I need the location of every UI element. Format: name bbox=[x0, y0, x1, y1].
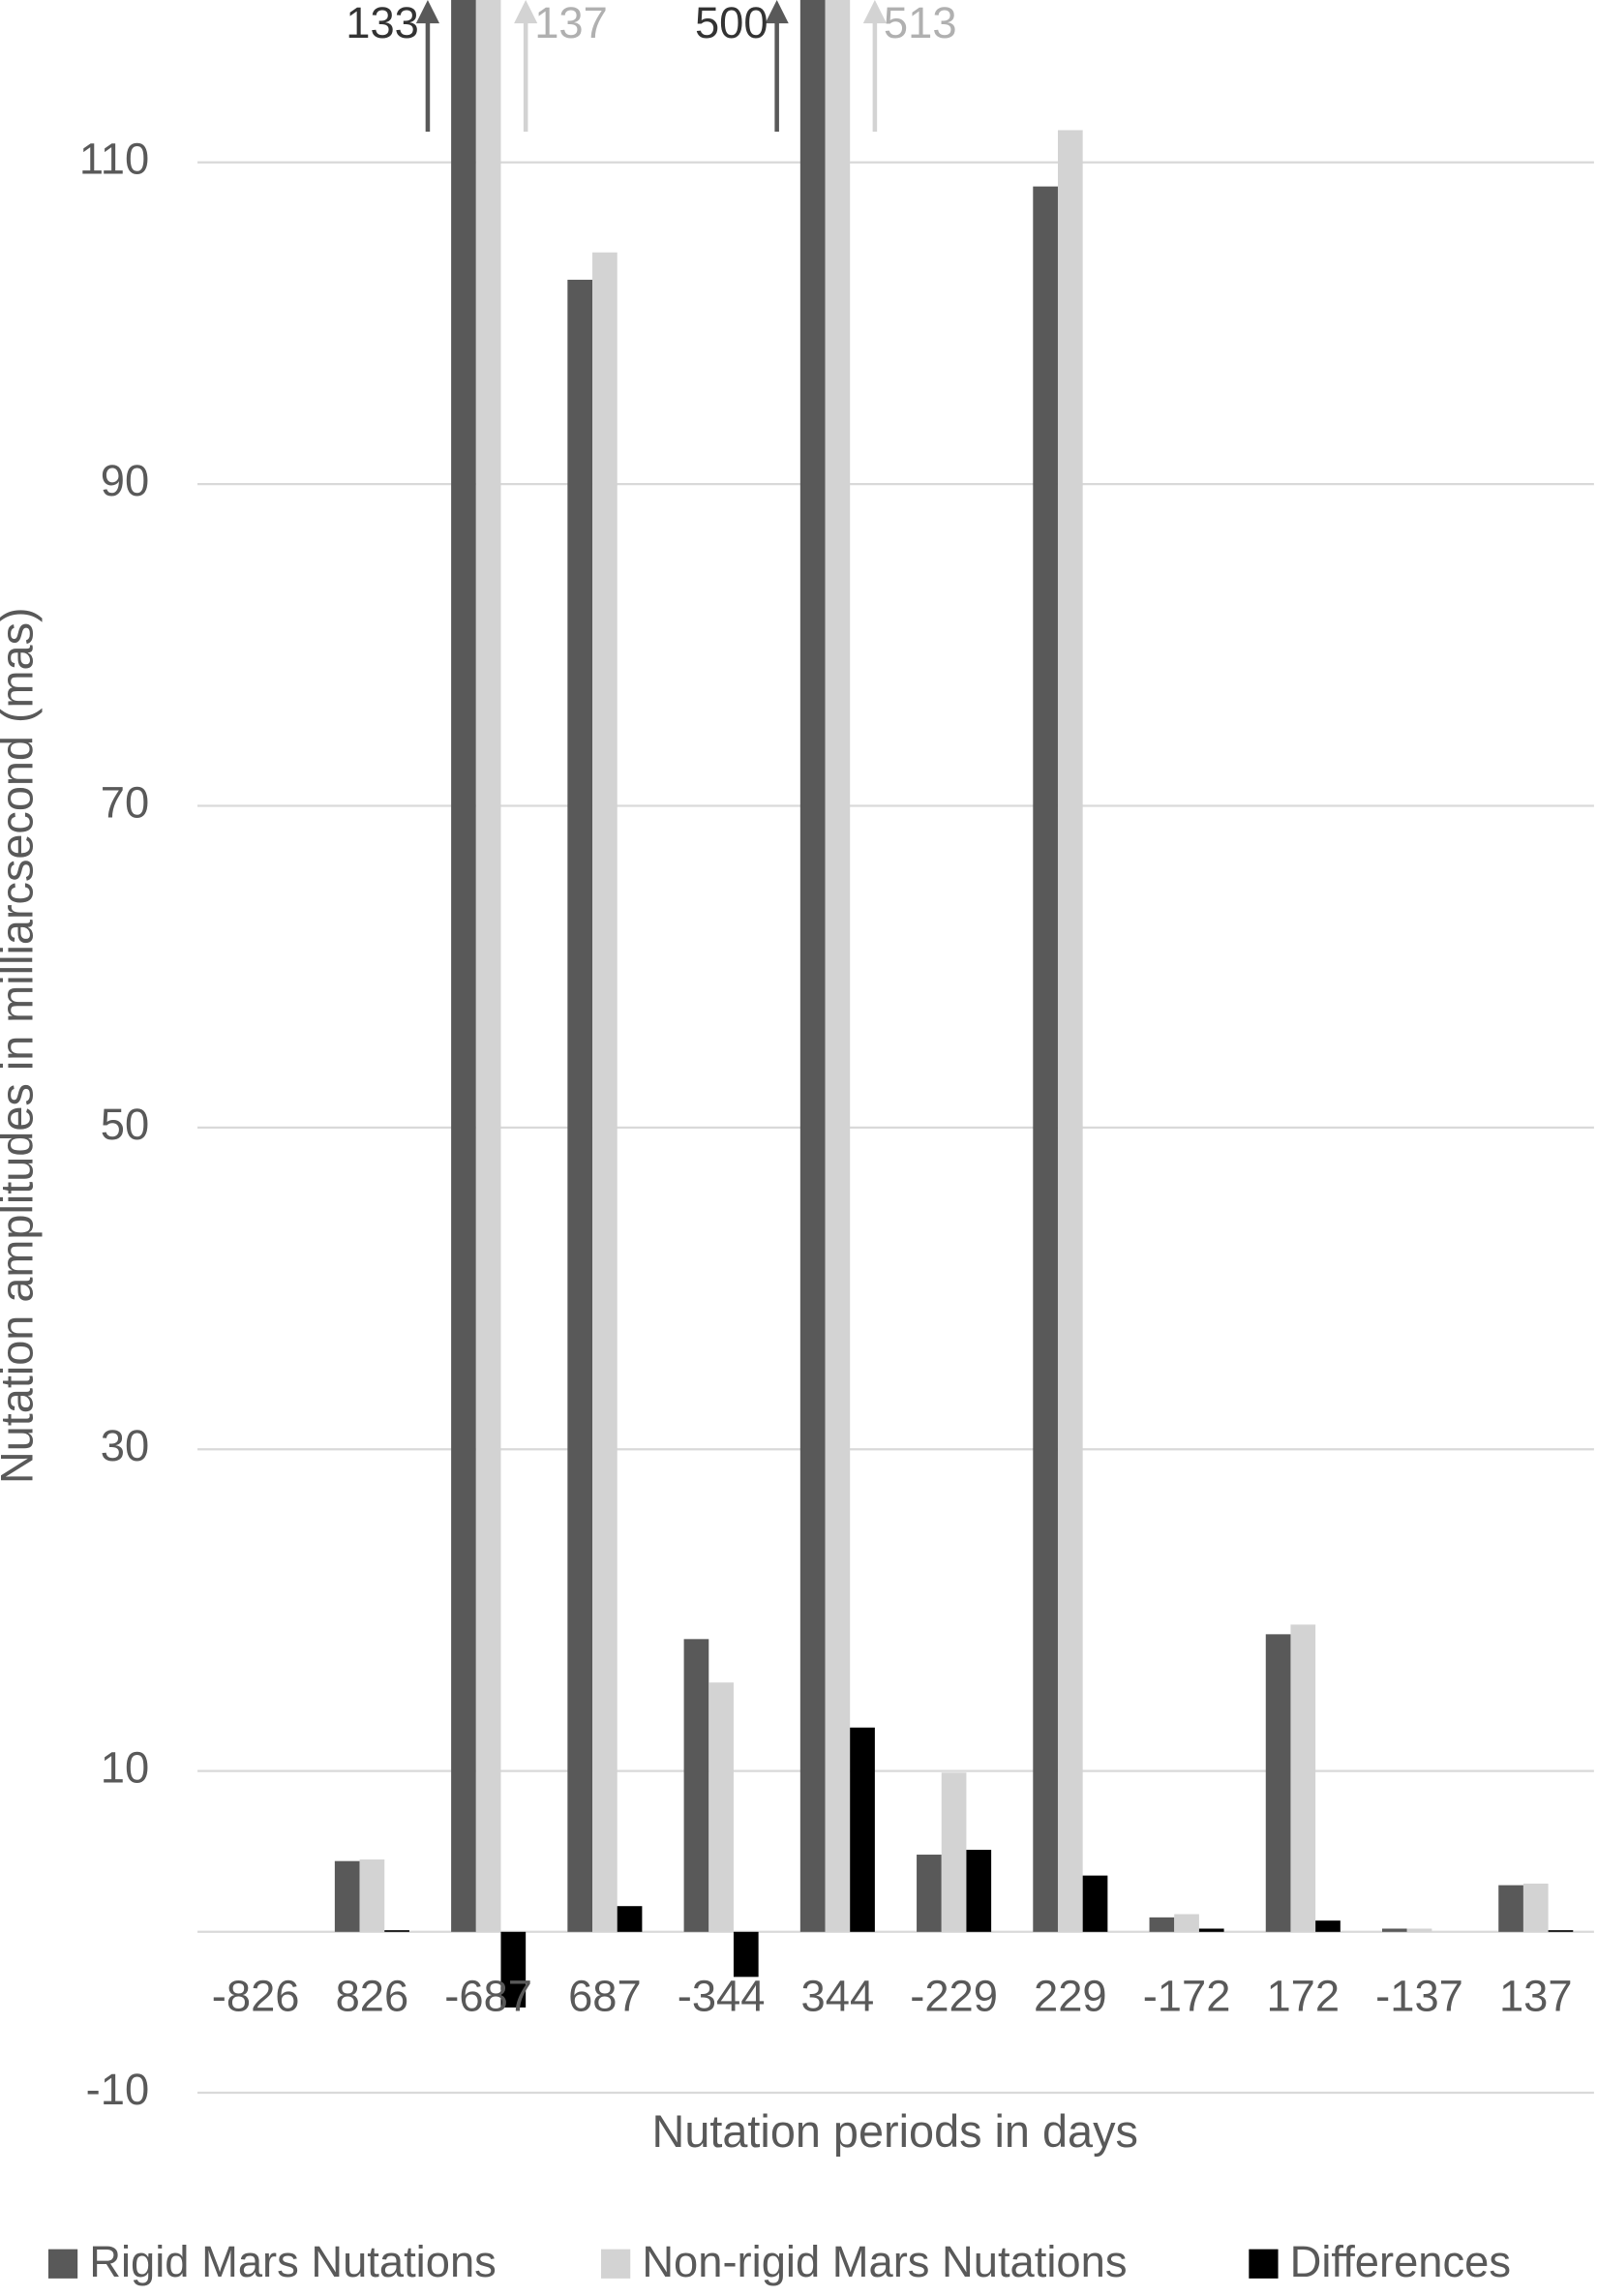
legend-label: Rigid Mars Nutations bbox=[89, 2237, 497, 2286]
x-axis-title: Nutation periods in days bbox=[652, 2106, 1138, 2157]
bar bbox=[617, 1906, 643, 1932]
y-tick-label: 10 bbox=[101, 1743, 149, 1793]
y-tick-label: 70 bbox=[101, 777, 149, 827]
bar bbox=[708, 1682, 734, 1932]
y-tick-label: -10 bbox=[86, 2065, 149, 2114]
y-tick-label: 90 bbox=[101, 456, 149, 505]
x-tick-label: 172 bbox=[1266, 1971, 1340, 2020]
bar bbox=[1057, 130, 1083, 1932]
bar bbox=[1082, 1875, 1108, 1932]
y-tick-label: 110 bbox=[79, 135, 149, 184]
bar bbox=[1522, 1883, 1549, 1932]
bar bbox=[1382, 1928, 1407, 1932]
x-tick-label: 137 bbox=[1499, 1971, 1573, 2020]
bar bbox=[1406, 1928, 1432, 1932]
bar bbox=[1033, 186, 1058, 1932]
legend-swatch bbox=[1249, 2249, 1279, 2279]
bar bbox=[1315, 1920, 1341, 1932]
x-tick-label: -687 bbox=[444, 1971, 532, 2020]
overflow-arrow-head bbox=[765, 0, 789, 24]
bars bbox=[334, 0, 1574, 2008]
bar bbox=[1149, 1917, 1175, 1932]
bar bbox=[475, 0, 501, 1932]
bar bbox=[592, 252, 618, 1932]
overflow-label: 133 bbox=[346, 0, 419, 47]
bar bbox=[850, 1727, 875, 1932]
y-tick-label: 50 bbox=[101, 1100, 149, 1149]
overflow-arrow-head bbox=[514, 0, 538, 24]
x-tick-label: -344 bbox=[678, 1971, 766, 2020]
x-tick-label: -826 bbox=[212, 1971, 300, 2020]
overflow-label: 500 bbox=[695, 0, 768, 47]
bar bbox=[1174, 1914, 1199, 1932]
x-tick-label: 687 bbox=[568, 1971, 642, 2020]
overflow-arrow-head bbox=[862, 0, 887, 24]
bar bbox=[1548, 1930, 1574, 1932]
bar bbox=[1198, 1928, 1224, 1932]
overflow-label: 513 bbox=[884, 0, 957, 47]
legend-label: Non-rigid Mars Nutations bbox=[642, 2237, 1127, 2286]
x-tick-label: 229 bbox=[1034, 1971, 1107, 2020]
bar bbox=[733, 1931, 759, 1978]
bar bbox=[500, 1931, 527, 2008]
y-axis-title: Nutation amplitudes in milliarcsecond (m… bbox=[0, 607, 43, 1484]
x-tick-label: -137 bbox=[1375, 1971, 1463, 2020]
bar bbox=[359, 1859, 385, 1932]
x-tick-label: 344 bbox=[801, 1971, 875, 2020]
bar bbox=[966, 1850, 992, 1932]
bar bbox=[683, 1639, 709, 1932]
legend-label: Differences bbox=[1290, 2237, 1511, 2286]
x-tick-label: 826 bbox=[336, 1971, 409, 2020]
overflow-label: 137 bbox=[534, 0, 608, 47]
legend-swatch bbox=[601, 2249, 631, 2279]
legend-swatch bbox=[47, 2249, 78, 2279]
x-tick-label: -229 bbox=[910, 1971, 998, 2020]
bar bbox=[1265, 1634, 1291, 1932]
y-tick-label: 30 bbox=[101, 1421, 149, 1470]
bar bbox=[384, 1930, 409, 1932]
bar bbox=[917, 1855, 942, 1932]
overflow-arrow-head bbox=[415, 0, 440, 24]
bar bbox=[1498, 1885, 1523, 1932]
bar bbox=[941, 1772, 967, 1932]
bar bbox=[799, 0, 826, 1932]
bar bbox=[334, 1860, 360, 1932]
bar bbox=[451, 0, 476, 1932]
bar bbox=[825, 0, 851, 1932]
x-tick-label: -172 bbox=[1143, 1971, 1231, 2020]
bar bbox=[567, 280, 593, 1932]
bar bbox=[1290, 1624, 1316, 1932]
